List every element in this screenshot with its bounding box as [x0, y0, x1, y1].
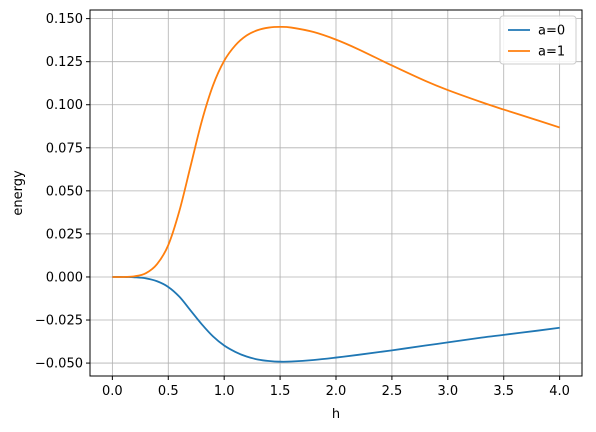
legend-box — [499, 15, 577, 65]
x-tick-label: 3.5 — [493, 384, 514, 399]
y-tick-label: 0.075 — [46, 141, 83, 156]
y-tick-label: 0.150 — [46, 12, 83, 27]
x-tick-label: 1.0 — [214, 384, 235, 399]
ticks: 0.0 0.5 1.0 1.5 2.0 2.5 3.0 3.5 4.0 −0.050 −0.025 0… — [35, 12, 570, 399]
grid — [90, 10, 582, 376]
x-axis-label: h — [332, 407, 340, 422]
y-tick-label: −0.050 — [35, 357, 83, 372]
x-tick-label: 4.0 — [549, 384, 570, 399]
series-layer — [112, 25, 560, 363]
y-tick-label: −0.025 — [35, 314, 83, 329]
x-tick-label: 0.0 — [102, 384, 123, 399]
x-tick-label: 2.5 — [382, 384, 403, 399]
y-tick-label: 0.100 — [46, 98, 83, 113]
x-tick-label: 1.5 — [270, 384, 291, 399]
y-tick-label: 0.000 — [46, 270, 83, 285]
y-tick-label: 0.050 — [46, 184, 83, 199]
y-tick-label: 0.125 — [46, 55, 83, 70]
x-tick-label: 0.5 — [158, 384, 179, 399]
y-axis-label: energy — [11, 170, 26, 216]
x-tick-label: 2.0 — [326, 384, 347, 399]
series-line-a=1 — [112, 25, 560, 278]
x-tick-label: 3.0 — [437, 384, 458, 399]
y-tick-label: 0.025 — [46, 227, 83, 242]
legend-label: a=1 — [538, 45, 565, 60]
legend: a=0a=1 — [499, 15, 577, 65]
series-line-a=0 — [112, 276, 560, 363]
legend-label: a=0 — [538, 24, 565, 39]
